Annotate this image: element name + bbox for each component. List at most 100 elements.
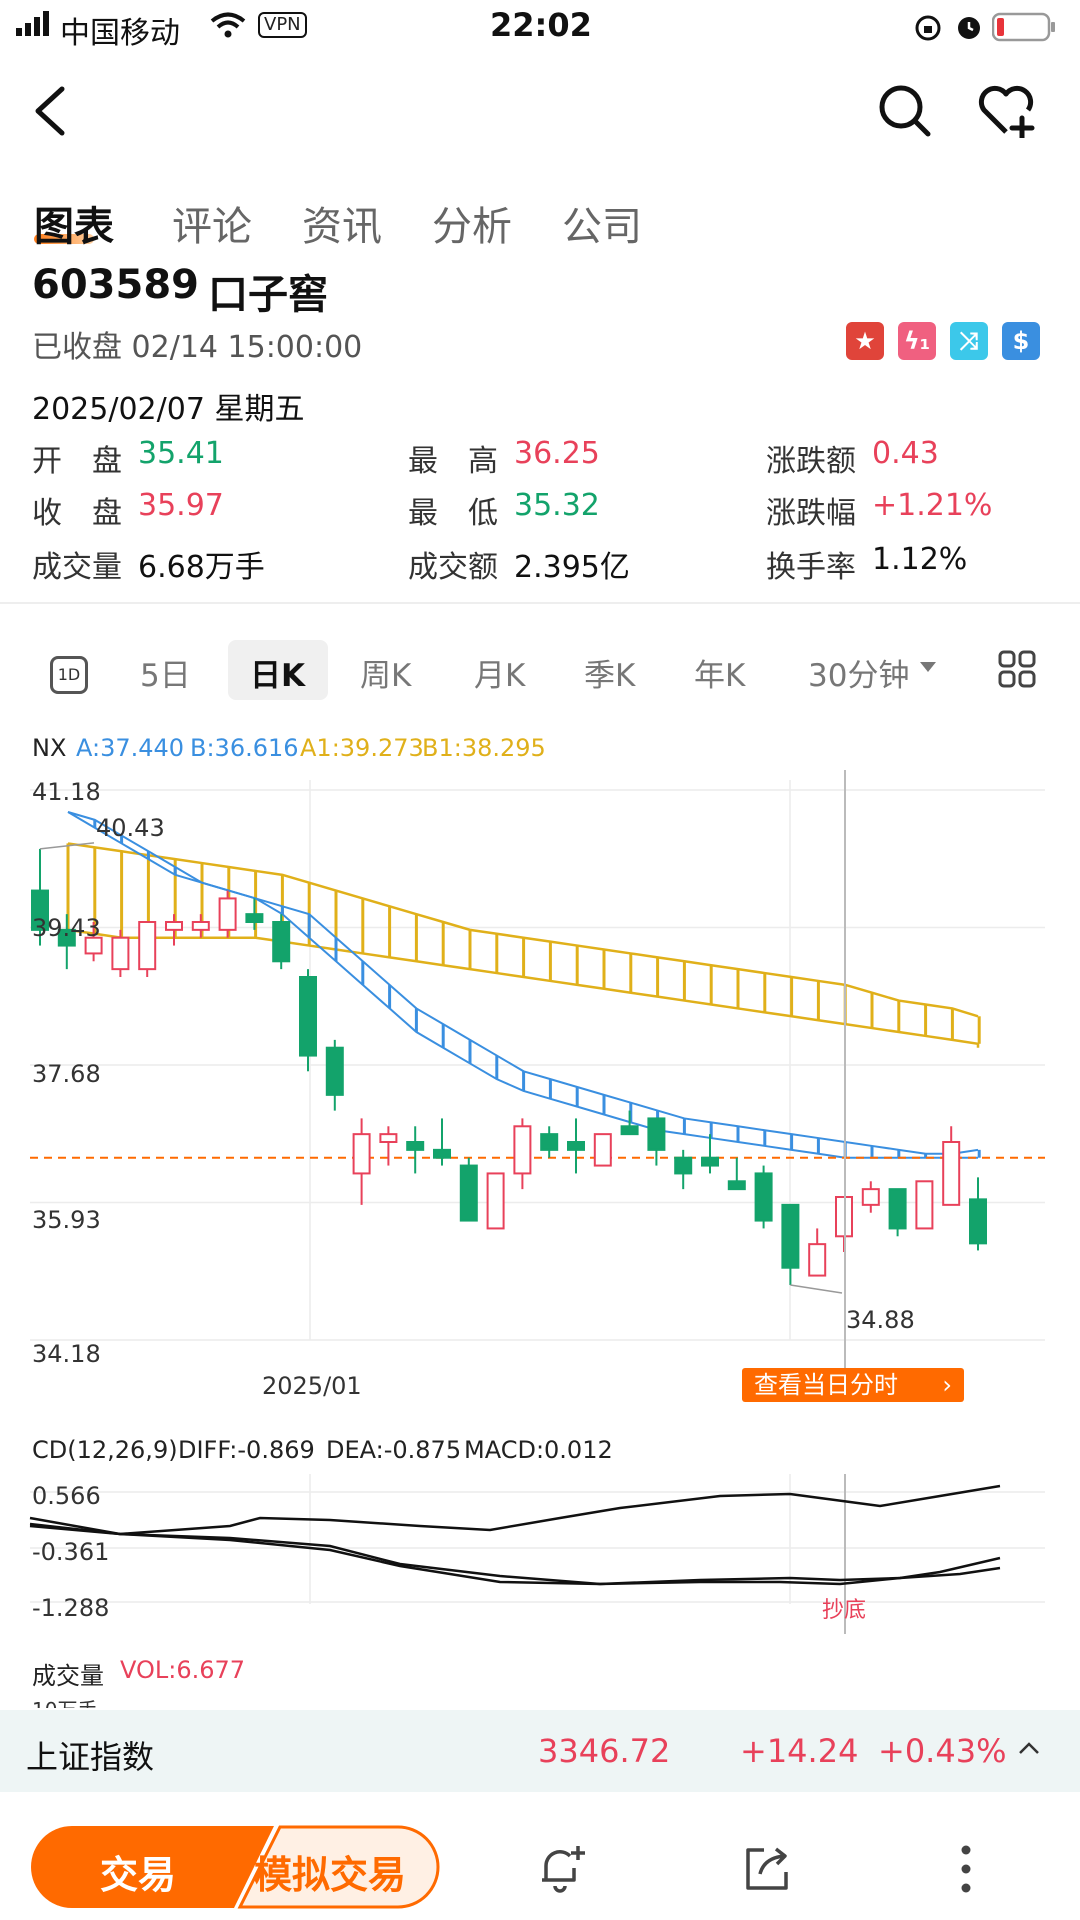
min-leader-line [790,1284,843,1294]
macd-dea: DEA:-0.875 [326,1436,462,1464]
candle-body [781,1203,800,1269]
search-icon[interactable] [876,82,932,138]
candle-body [754,1172,773,1222]
volume-y-tick: 10万手 [32,1694,97,1708]
market-status: 已收盘 02/14 15:00:00 [32,330,363,365]
index-name: 上证指数 [26,1738,155,1776]
candle-body [111,936,130,971]
price-alert-icon[interactable] [536,1842,588,1894]
status-bar: 中国移动 VPN 22:02 [0,0,1080,56]
change-value: 0.43 [872,436,939,471]
grid-menu-icon[interactable] [998,650,1036,688]
period-30min[interactable]: 30分钟 [808,658,910,694]
candle-body [218,897,237,931]
period-monthly[interactable]: 月K [474,658,526,694]
candle-body [486,1172,505,1230]
carrier-label: 中国移动 [60,16,180,51]
volume-value: 6.68万手 [138,550,265,585]
sim-trade-button[interactable]: 模拟交易 [254,1853,407,1897]
candle-body [727,1180,746,1191]
nx-a-value: A:37.440 [76,734,185,762]
index-value: 3346.72 [538,1732,671,1770]
add-favorite-icon[interactable] [976,82,1040,138]
candle-body [31,889,49,931]
candle-body [165,921,183,931]
period-1d-icon[interactable]: 1D [50,656,88,694]
back-icon[interactable] [30,86,70,136]
candle-body [701,1156,719,1167]
low-value: 35.32 [514,488,600,523]
tab-comments[interactable]: 评论 [172,204,252,250]
lightning-icon[interactable]: ϟ₁ [898,322,936,360]
chevron-up-icon[interactable] [1018,1740,1040,1756]
period-yearly[interactable]: 年K [694,658,746,694]
candle-body [459,1164,478,1222]
volume-label: 成交量 [32,550,122,585]
tab-company[interactable]: 公司 [562,204,642,250]
nx-b1-line [67,928,980,1048]
macd-name: CD(12,26,9) [32,1436,178,1464]
candle-body [379,1133,398,1143]
nx-a1-value: A1:39.273 [300,734,424,762]
candle-body [969,1198,987,1245]
x-tick-label: 2025/01 [262,1372,362,1400]
macd-y-tick: 0.566 [32,1482,101,1510]
share-icon[interactable] [742,1844,792,1894]
low-label: 最 低 [408,496,498,531]
period-quarterly[interactable]: 季K [584,658,636,694]
index-change-pct: +0.43% [878,1732,1007,1770]
candlestick-chart[interactable] [0,770,1080,1400]
close-value: 35.97 [138,488,224,523]
chevron-down-icon[interactable] [920,662,936,674]
max-price-label: 40.43 [96,814,165,842]
dea-line [29,1522,1001,1586]
period-weekly[interactable]: 周K [360,658,412,694]
more-icon[interactable] [958,1844,974,1894]
candle-body [352,1133,371,1175]
candle-body [808,1243,827,1277]
tab-analysis[interactable]: 分析 [432,204,512,250]
intraday-button[interactable]: 查看当日分时 › [742,1368,964,1402]
y-tick-label: 35.93 [32,1206,101,1234]
macd-chart[interactable] [0,1474,1080,1634]
macd-y-tick: -0.361 [32,1538,110,1566]
period-daily[interactable]: 日K [250,658,306,694]
change-label: 涨跌额 [766,444,856,479]
trade-buttons-bg [31,1825,440,1909]
candle-body [620,1125,639,1136]
shuffle-icon[interactable]: ⤨ [950,322,988,360]
candle-body [861,1188,880,1206]
amount-label: 成交额 [408,550,498,585]
nx-b-line [67,811,979,1155]
amount-value: 2.395亿 [514,550,630,585]
change-pct-value: +1.21% [872,488,993,523]
y-tick-label: 37.68 [32,1060,101,1088]
stock-code: 603589 [32,262,199,308]
china-flag-icon[interactable]: ★ [846,322,884,360]
rotation-lock-icon [915,15,941,41]
change-pct-label: 涨跌幅 [766,496,856,531]
max-leader-line [39,842,95,850]
macd-line [29,1484,1001,1536]
candle-body [272,921,291,963]
active-tab-indicator [34,234,94,244]
tab-news[interactable]: 资讯 [302,204,382,250]
close-label: 收 盘 [32,496,122,531]
dollar-icon[interactable]: $ [1002,322,1040,360]
min-price-label: 34.88 [846,1306,915,1334]
candle-body [647,1117,666,1151]
tab-chart[interactable]: 图表 [34,204,114,250]
wifi-icon [210,12,246,38]
turnover-value: 1.12% [872,542,968,577]
period-5day[interactable]: 5日 [140,658,191,694]
period-selected-bg [228,640,328,700]
alarm-icon [958,17,980,39]
nx-b1-value: B1:38.295 [422,734,546,762]
trade-button[interactable]: 交易 [100,1853,177,1897]
y-tick-label: 34.18 [32,1340,101,1368]
index-ticker-bar[interactable]: 上证指数 3346.72 +14.24 +0.43% [0,1710,1080,1792]
macd-diff: DIFF:-0.869 [178,1436,315,1464]
candle-body [513,1125,532,1175]
candle-body [433,1148,451,1159]
open-label: 开 盘 [32,444,122,479]
